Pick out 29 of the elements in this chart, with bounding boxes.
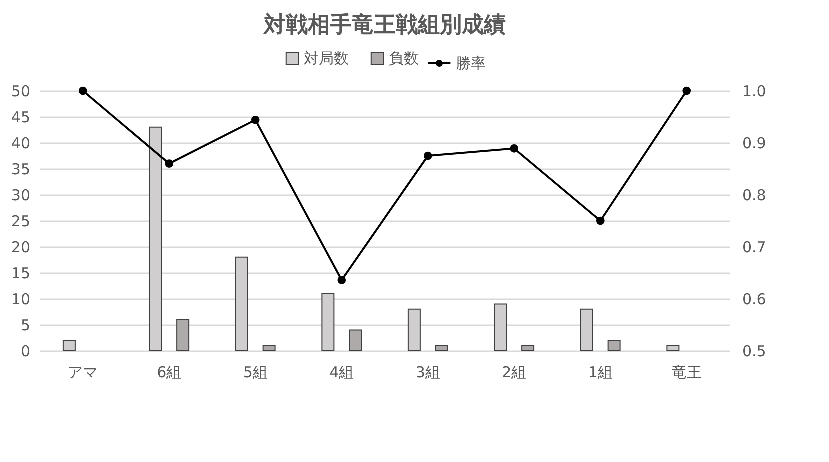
y-tick-label: 45 (11, 108, 30, 126)
x-tick-label: 5組 (243, 364, 268, 382)
y2-tick-label: 1.0 (742, 82, 766, 100)
y-tick-label: 0 (20, 342, 30, 360)
y2-tick-label: 0.5 (742, 342, 766, 360)
x-tick-label: 2組 (502, 364, 527, 382)
x-tick-label: アマ (68, 364, 98, 382)
legend-label: 対局数 (304, 50, 349, 68)
legend-label: 負数 (389, 50, 419, 68)
y-tick-label: 5 (20, 316, 30, 334)
x-tick-label: 竜王 (672, 364, 702, 382)
y-tick-label: 10 (11, 290, 30, 308)
y-tick-label: 15 (11, 264, 30, 282)
y-tick-label: 30 (11, 186, 30, 204)
x-tick-label: 1組 (588, 364, 613, 382)
y-tick-label: 35 (11, 160, 30, 178)
y-tick-label: 20 (11, 238, 30, 256)
y2-tick-label: 0.6 (742, 290, 766, 308)
y2-tick-label: 0.9 (742, 134, 766, 152)
y-tick-label: 25 (11, 212, 30, 230)
x-tick-label: 3組 (416, 364, 440, 382)
y-tick-label: 50 (11, 82, 30, 100)
x-tick-label: 6組 (157, 364, 182, 382)
legend-label: 勝率 (456, 54, 486, 72)
y2-tick-label: 0.8 (742, 186, 766, 204)
x-tick-label: 4組 (330, 364, 354, 382)
y-tick-label: 40 (11, 134, 30, 152)
y2-tick-label: 0.7 (742, 238, 766, 256)
chart-title: 対戦相手竜王戦組別成績 (263, 12, 506, 38)
